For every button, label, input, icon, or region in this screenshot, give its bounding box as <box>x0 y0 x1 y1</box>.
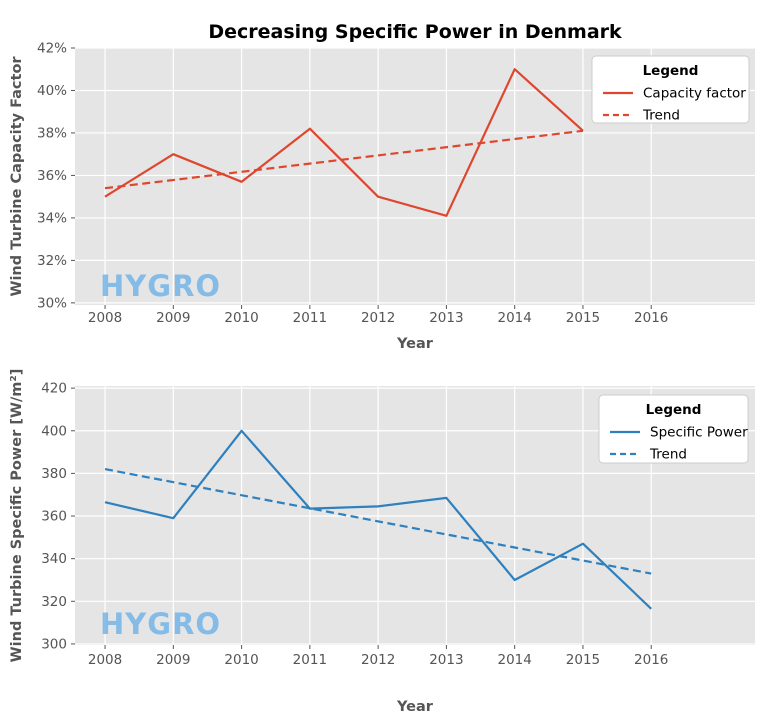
x-tick-label: 2016 <box>634 652 668 668</box>
y-tick-label: 38% <box>37 125 67 141</box>
legend: Legend Capacity factor Trend <box>591 55 750 124</box>
y-tick-label: 360 <box>41 509 67 525</box>
x-tick-label: 2008 <box>88 652 122 668</box>
x-tick-label: 2013 <box>429 652 463 668</box>
x-tick-label: 2008 <box>88 310 122 326</box>
y-tick-label: 34% <box>37 210 67 226</box>
series-line-trend <box>104 468 652 575</box>
legend-item-label: Trend <box>642 108 680 124</box>
x-tick-label: 2012 <box>361 310 395 326</box>
legend-item-label: Trend <box>649 447 687 463</box>
top-x-axis-label: Year <box>396 336 434 352</box>
chart-title: Decreasing Specific Power in Denmark <box>208 21 622 43</box>
subplot-1: HYGRO 2008 2009 2010 2011 2012 2013 2014 2015 201… <box>41 381 755 668</box>
y-tick-label: 40% <box>37 83 67 99</box>
x-tick-label: 2013 <box>429 310 463 326</box>
y-tick-label: 420 <box>41 381 67 397</box>
series-line-capacity-factor <box>104 68 584 217</box>
bottom-y-axis-label: Wind Turbine Specific Power [W/m²] <box>9 369 25 663</box>
watermark-logo: HYGRO <box>100 607 221 641</box>
top-y-axis-label: Wind Turbine Capacity Factor <box>9 56 25 297</box>
legend: Legend Specific Power Trend <box>598 394 749 464</box>
legend-item-label: Capacity factor <box>643 86 746 102</box>
legend-item-label: Specific Power <box>650 425 748 441</box>
y-tick-label: 300 <box>41 636 67 652</box>
x-tick-label: 2012 <box>361 652 395 668</box>
x-tick-label: 2011 <box>293 652 327 668</box>
x-tick-label: 2010 <box>224 652 258 668</box>
y-tick-label: 32% <box>37 253 67 269</box>
x-tick-label: 2009 <box>156 652 190 668</box>
y-tick-label: 340 <box>41 551 67 567</box>
legend-title: Legend <box>646 402 702 418</box>
watermark-logo: HYGRO <box>100 269 221 303</box>
y-tick-label: 36% <box>37 168 67 184</box>
y-tick-label: 42% <box>37 41 67 57</box>
y-tick-label: 400 <box>41 423 67 439</box>
x-tick-label: 2014 <box>497 310 531 326</box>
legend-title: Legend <box>643 63 699 79</box>
x-tick-label: 2010 <box>224 310 258 326</box>
y-tick-label: 380 <box>41 466 67 482</box>
x-tick-label: 2015 <box>566 310 600 326</box>
legend-box <box>598 394 749 464</box>
bottom-x-axis-label: Year <box>396 699 434 715</box>
render-layer: HYGRO 2008 2009 2010 2011 2012 2013 2014 2015 201… <box>37 41 755 668</box>
x-tick-label: 2016 <box>634 310 668 326</box>
y-tick-label: 320 <box>41 594 67 610</box>
series-line-trend <box>104 129 584 190</box>
x-tick-label: 2009 <box>156 310 190 326</box>
y-tick-label: 30% <box>37 295 67 311</box>
subplot-0: HYGRO 2008 2009 2010 2011 2012 2013 2014 2015 201… <box>37 41 755 326</box>
x-tick-label: 2014 <box>497 652 531 668</box>
x-tick-label: 2011 <box>293 310 327 326</box>
legend-box <box>591 55 750 124</box>
x-tick-label: 2015 <box>566 652 600 668</box>
